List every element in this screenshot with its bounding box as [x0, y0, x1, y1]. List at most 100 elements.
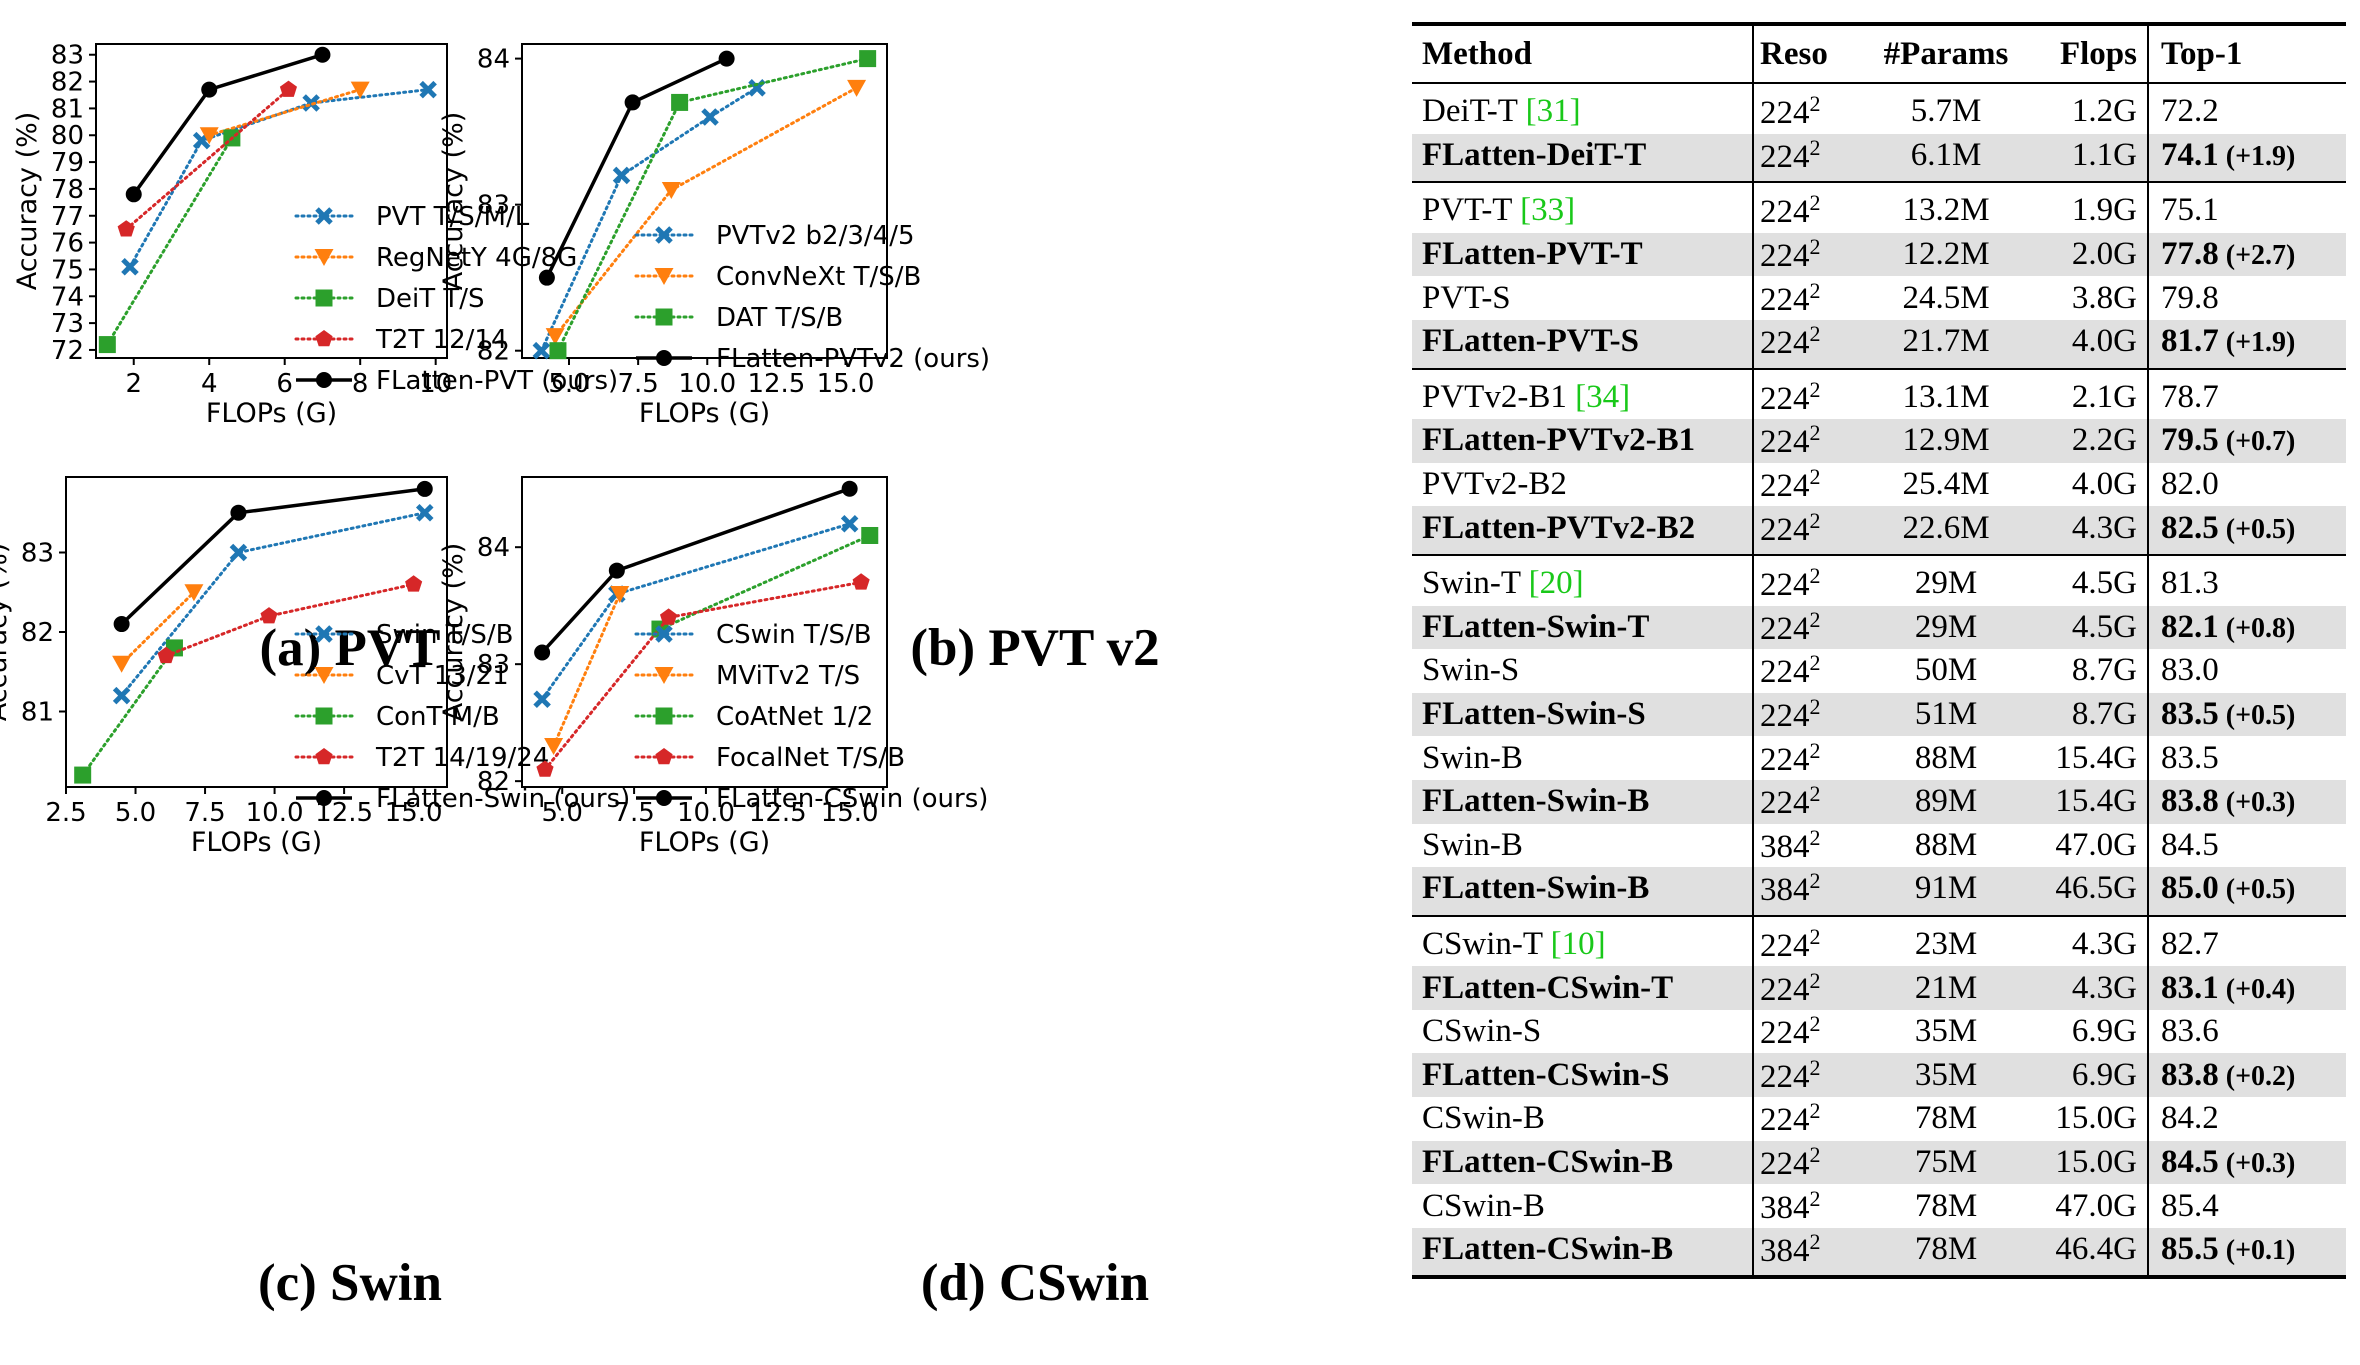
legend-marker	[655, 308, 673, 326]
cell-reso: 2242	[1753, 692, 1860, 737]
cell-params: 35M	[1860, 1053, 2026, 1098]
citation-link[interactable]: [31]	[1525, 93, 1581, 130]
legend-entry: FLatten-PVT (ours)	[376, 366, 618, 396]
y-tick-label: 83	[51, 41, 84, 71]
data-point	[199, 127, 219, 145]
citation-link[interactable]: [20]	[1528, 565, 1584, 602]
cell-method: CSwin-T [10]	[1412, 915, 1754, 967]
cell-flops: 8.7G	[2026, 692, 2149, 737]
cell-top1: 81.7 (+1.9)	[2148, 319, 2346, 369]
cell-params: 21M	[1860, 966, 2026, 1010]
table-row: FLatten-Swin-B 2242 89M 15.4G 83.8 (+0.3)	[1412, 779, 2346, 824]
cell-flops: 4.0G	[2026, 462, 2149, 507]
cell-params: 6.1M	[1860, 133, 2026, 183]
data-point	[852, 573, 870, 590]
table-group: PVT-T [33] 2242 13.2M 1.9G 75.1 FLatten-PVT-T…	[1412, 182, 2346, 369]
series-1	[532, 79, 766, 360]
cell-method: FLatten-PVTv2-B2	[1412, 506, 1754, 555]
cell-top1: 75.1	[2161, 192, 2219, 229]
cell-params: 78M	[1914, 1187, 1978, 1224]
cell-flops: 4.3G	[2026, 915, 2149, 967]
cell-method: PVTv2-B1 [34]	[1412, 368, 1754, 420]
x-tick-label: 7.5	[184, 798, 225, 828]
cell-reso: 2242	[1753, 1140, 1860, 1185]
data-point	[847, 79, 867, 97]
table-row: CSwin-B 3842 78M 47.0G 85.4	[1412, 1184, 2346, 1228]
y-tick-label: 74	[51, 282, 84, 312]
legend-marker	[315, 707, 333, 725]
cell-top1: 79.5 (+0.7)	[2148, 419, 2346, 463]
cell-reso: 3842	[1753, 867, 1860, 916]
series-line	[552, 592, 622, 748]
legend-marker	[655, 748, 673, 765]
cell-gain: (+0.4)	[2218, 973, 2296, 1005]
cell-method: PVTv2-B2	[1412, 462, 1754, 507]
cell-top1: 72.2	[2161, 93, 2219, 130]
data-point	[661, 182, 681, 200]
data-point	[532, 341, 551, 360]
legend-entry: FLatten-CSwin (ours)	[716, 784, 988, 814]
x-tick-label: 7.5	[617, 369, 658, 399]
cell-params: 88M	[1914, 739, 1978, 776]
cell-top1: 82.1 (+0.8)	[2148, 605, 2346, 650]
legend-marker	[314, 667, 334, 684]
cell-flops: 15.4G	[2026, 779, 2149, 824]
legend-entry: T2T 14/19/24	[375, 743, 549, 773]
x-tick-label: 15.0	[817, 369, 875, 399]
cell-method: FLatten-CSwin-T	[1412, 966, 1754, 1010]
table-row: DeiT-T [31] 2242 5.7M 1.2G 72.2	[1412, 83, 2346, 134]
table-row: CSwin-S 2242 35M 6.9G 83.6	[1412, 1009, 2346, 1054]
cell-params: 29M	[1860, 605, 2026, 650]
chart-2: 5.0 7.5 10.0 12.5 15.0 82 83 84 FLOPs (G) Accurac…	[438, 43, 990, 429]
cell-params: 75M	[1860, 1140, 2026, 1185]
cell-top1: 82.5 (+0.5)	[2148, 506, 2346, 555]
data-point	[610, 585, 630, 603]
cell-flops: 1.9G	[2026, 182, 2149, 233]
table-row: FLatten-CSwin-B 2242 75M 15.0G 84.5 (+0.3)	[1412, 1140, 2346, 1185]
data-point	[859, 50, 877, 68]
data-point	[861, 526, 879, 544]
header-method: Method	[1412, 24, 1754, 84]
x-axis-label: FLOPs (G)	[191, 827, 322, 858]
legend-entry: MViTv2 T/S	[716, 661, 860, 691]
cell-gain: (+0.5)	[2218, 513, 2296, 545]
legend-entry: FocalNet T/S/B	[716, 743, 905, 773]
data-point	[121, 257, 139, 276]
citation-link[interactable]: [33]	[1520, 192, 1576, 229]
cell-gain: (+0.2)	[2218, 1060, 2296, 1092]
series-4	[536, 573, 870, 777]
cell-flops: 46.4G	[2026, 1227, 2149, 1278]
series-line	[120, 590, 196, 666]
cell-reso: 3842	[1753, 1227, 1860, 1278]
legend-marker	[655, 707, 673, 725]
data-point	[533, 690, 551, 709]
cell-reso: 2242	[1760, 464, 1821, 505]
citation-link[interactable]: [34]	[1575, 378, 1631, 415]
cell-top1: 74.1 (+1.9)	[2148, 133, 2346, 183]
table-group: DeiT-T [31] 2242 5.7M 1.2G 72.2 FLatten-DeiT-…	[1412, 83, 2346, 183]
x-tick-label: 7.5	[613, 798, 654, 828]
cell-gain: (+0.8)	[2218, 612, 2296, 644]
table-group: CSwin-T [10] 2242 23M 4.3G 82.7 FLatten-CSwin…	[1412, 915, 2346, 1278]
series-line	[105, 136, 234, 347]
legend-entry: Swin T/S/B	[376, 620, 513, 650]
citation-link[interactable]: [10]	[1550, 925, 1606, 962]
legend-entry: T2T 12/14	[375, 325, 508, 355]
legend-entry: CSwin T/S/B	[716, 620, 872, 650]
data-point	[415, 504, 434, 522]
x-tick-label: 2.5	[45, 798, 86, 828]
cell-flops: 46.5G	[2026, 867, 2149, 916]
series-4	[117, 80, 297, 237]
y-tick-label: 82	[477, 337, 510, 367]
data-point	[624, 94, 641, 111]
table-row: Swin-S 2242 50M 8.7G 83.0	[1412, 649, 2346, 693]
legend-entry: RegNetY 4G/8G	[376, 243, 577, 273]
data-point	[350, 81, 370, 99]
cell-flops: 1.1G	[2026, 133, 2149, 183]
cell-method: DeiT-T [31]	[1412, 83, 1754, 134]
x-axis-label: FLOPs (G)	[639, 398, 770, 429]
cell-method: FLatten-PVTv2-B1	[1412, 419, 1754, 463]
legend-entry: DeiT T/S	[376, 284, 485, 314]
cell-top1: 83.6	[2161, 1013, 2219, 1050]
